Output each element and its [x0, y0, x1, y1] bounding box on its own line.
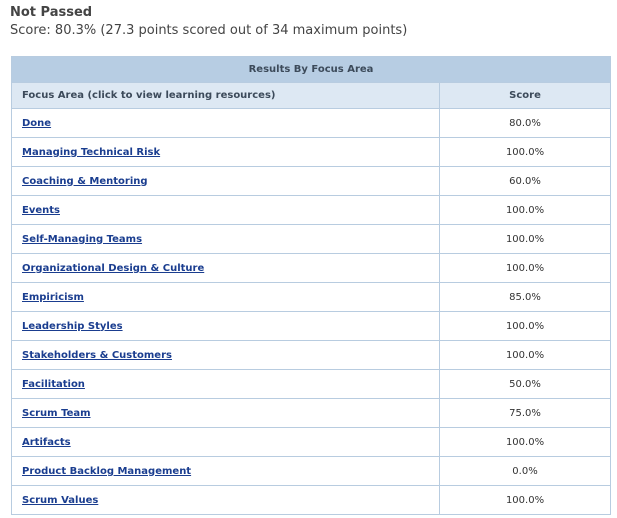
- table-row: Leadership Styles 100.0%: [11, 311, 612, 341]
- focus-area-link[interactable]: Events: [22, 204, 60, 216]
- score-cell: 100.0%: [438, 485, 612, 515]
- table-row: Product Backlog Management 0.0%: [11, 456, 612, 486]
- table-row: Coaching & Mentoring 60.0%: [11, 166, 612, 196]
- table-row: Managing Technical Risk 100.0%: [11, 137, 612, 167]
- score-column-header: Score: [438, 82, 612, 109]
- score-cell: 50.0%: [438, 369, 612, 399]
- focus-area-link[interactable]: Product Backlog Management: [22, 465, 192, 477]
- score-cell: 60.0%: [438, 166, 612, 196]
- score-summary: Score: 80.3% (27.3 points scored out of …: [10, 23, 408, 38]
- score-cell: 100.0%: [438, 137, 612, 167]
- results-table: Results By Focus Area Focus Area (click …: [10, 56, 612, 515]
- result-status: Not Passed: [10, 5, 93, 20]
- focus-area-cell: Events: [11, 195, 440, 225]
- table-caption-row: Results By Focus Area: [10, 56, 612, 83]
- table-row: Scrum Values 100.0%: [11, 485, 612, 515]
- score-cell: 100.0%: [438, 253, 612, 283]
- focus-area-link[interactable]: Scrum Team: [22, 407, 91, 419]
- focus-area-cell: Empiricism: [11, 282, 440, 312]
- table-body: Done 80.0% Managing Technical Risk 100.0% Co…: [11, 108, 612, 515]
- table-row: Self-Managing Teams 100.0%: [11, 224, 612, 254]
- table-row: Artifacts 100.0%: [11, 427, 612, 457]
- focus-area-link[interactable]: Stakeholders & Customers: [22, 349, 172, 361]
- score-cell: 100.0%: [438, 427, 612, 457]
- focus-area-link[interactable]: Managing Technical Risk: [22, 146, 161, 158]
- focus-area-link[interactable]: Leadership Styles: [22, 320, 123, 332]
- focus-area-link[interactable]: Self-Managing Teams: [22, 233, 143, 245]
- table-row: Facilitation 50.0%: [11, 369, 612, 399]
- focus-area-cell: Scrum Team: [11, 398, 440, 428]
- table-row: Done 80.0%: [11, 108, 612, 138]
- table-row: Empiricism 85.0%: [11, 282, 612, 312]
- focus-area-cell: Artifacts: [11, 427, 440, 457]
- score-cell: 80.0%: [438, 108, 612, 138]
- focus-area-cell: Product Backlog Management: [11, 456, 440, 486]
- table-row: Stakeholders & Customers 100.0%: [11, 340, 612, 370]
- focus-area-column-header: Focus Area (click to view learning resou…: [11, 82, 440, 109]
- score-cell: 100.0%: [438, 311, 612, 341]
- focus-area-link[interactable]: Empiricism: [22, 291, 84, 303]
- score-cell: 75.0%: [438, 398, 612, 428]
- focus-area-link[interactable]: Facilitation: [22, 378, 85, 390]
- focus-area-link[interactable]: Organizational Design & Culture: [22, 262, 205, 274]
- focus-area-cell: Self-Managing Teams: [11, 224, 440, 254]
- score-cell: 100.0%: [438, 340, 612, 370]
- table-row: Events 100.0%: [11, 195, 612, 225]
- focus-area-cell: Done: [11, 108, 440, 138]
- focus-area-cell: Stakeholders & Customers: [11, 340, 440, 370]
- focus-area-cell: Facilitation: [11, 369, 440, 399]
- table-row: Scrum Team 75.0%: [11, 398, 612, 428]
- focus-area-cell: Managing Technical Risk: [11, 137, 440, 167]
- score-cell: 100.0%: [438, 224, 612, 254]
- score-cell: 85.0%: [438, 282, 612, 312]
- table-row: Organizational Design & Culture 100.0%: [11, 253, 612, 283]
- focus-area-cell: Coaching & Mentoring: [11, 166, 440, 196]
- score-cell: 100.0%: [438, 195, 612, 225]
- focus-area-link[interactable]: Scrum Values: [22, 494, 99, 506]
- focus-area-cell: Scrum Values: [11, 485, 440, 515]
- focus-area-cell: Organizational Design & Culture: [11, 253, 440, 283]
- table-caption: Results By Focus Area: [10, 56, 612, 83]
- focus-area-link[interactable]: Artifacts: [22, 436, 71, 448]
- focus-area-cell: Leadership Styles: [11, 311, 440, 341]
- focus-area-link[interactable]: Coaching & Mentoring: [22, 175, 148, 187]
- score-cell: 0.0%: [438, 456, 612, 486]
- table-header-row: Focus Area (click to view learning resou…: [11, 82, 612, 109]
- focus-area-link[interactable]: Done: [22, 117, 52, 129]
